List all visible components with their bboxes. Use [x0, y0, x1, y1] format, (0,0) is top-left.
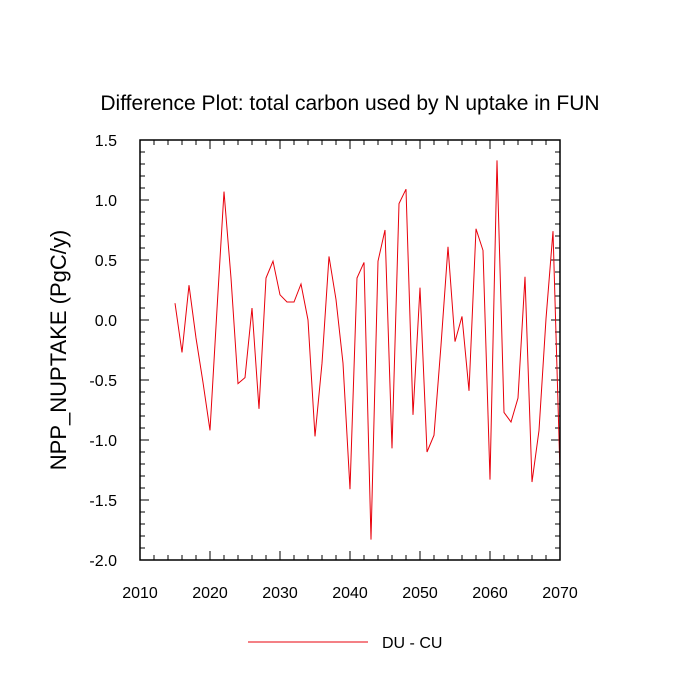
y-tick-label: -1.0 [89, 433, 117, 450]
legend: DU - CU [248, 635, 442, 652]
chart-title: Difference Plot: total carbon used by N … [100, 92, 599, 115]
legend-label: DU - CU [382, 635, 442, 652]
y-axis-label: NPP_NUPTAKE (PgC/y) [46, 230, 71, 470]
series-group [174, 160, 561, 540]
series-line [174, 160, 561, 540]
x-tick-label: 2030 [262, 585, 298, 602]
y-tick-label: -2.0 [89, 553, 117, 570]
x-tick-label: 2020 [192, 585, 228, 602]
tick-labels: 2010 2020 2030 2040 2050 2060 2070 1.5 1.0 0.5 0.0… [89, 133, 577, 602]
x-tick-label: 2060 [472, 585, 508, 602]
x-tick-label: 2050 [402, 585, 438, 602]
y-tick-label: -0.5 [89, 373, 117, 390]
x-tick-label: 2070 [542, 585, 578, 602]
y-tick-label: 1.5 [95, 133, 117, 150]
axis-ticks [139, 139, 561, 561]
x-tick-label: 2040 [332, 585, 368, 602]
x-tick-label: 2010 [122, 585, 158, 602]
y-tick-label: 0.0 [95, 313, 117, 330]
y-tick-label: -1.5 [89, 493, 117, 510]
y-tick-label: 0.5 [95, 253, 117, 270]
y-tick-label: 1.0 [95, 193, 117, 210]
plot-frame [139, 139, 561, 561]
